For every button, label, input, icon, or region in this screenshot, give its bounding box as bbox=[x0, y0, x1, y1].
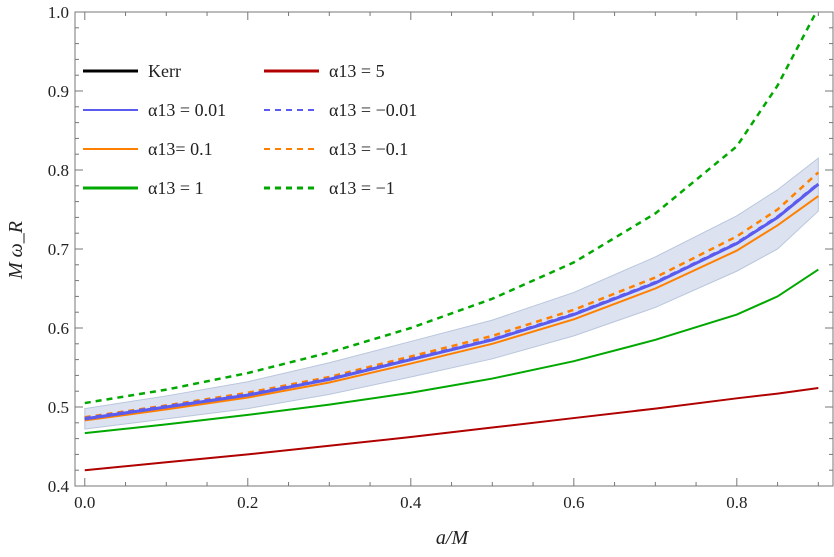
confidence-band bbox=[84, 157, 819, 430]
y-tick-label: 0.5 bbox=[48, 398, 69, 417]
y-tick-label: 0.9 bbox=[48, 82, 69, 101]
legend-label-0: Kerr bbox=[148, 61, 181, 81]
x-tick-label: 0.2 bbox=[237, 493, 258, 512]
x-tick-label: 0.0 bbox=[74, 493, 95, 512]
y-tick-label: 0.7 bbox=[48, 240, 70, 259]
series-line-5 bbox=[84, 182, 820, 420]
y-tick-label: 1.0 bbox=[48, 3, 69, 22]
x-tick-label: 0.6 bbox=[563, 493, 584, 512]
legend-label-7: α13 = −1 bbox=[329, 178, 395, 198]
legend-label-5: α13 = −0.01 bbox=[329, 100, 417, 120]
series-line-2 bbox=[84, 195, 819, 422]
y-tick-label: 0.8 bbox=[48, 161, 69, 180]
series-line-3 bbox=[84, 268, 819, 435]
axis-ticks: 0.0 0.2 0.4 0.6 0.8 0.4 0.5 0.6 0.7 0.8 0.9 1.0 bbox=[48, 3, 833, 512]
legend-label-6: α13 = −0.1 bbox=[329, 139, 408, 159]
legend: Kerr α13 = 0.01 α13= 0.1 α13 = 1 α13 = 5 α13 … bbox=[83, 61, 417, 198]
y-tick-label: 0.6 bbox=[48, 319, 69, 338]
x-tick-label: 0.8 bbox=[726, 493, 747, 512]
y-axis-label: M ω_R bbox=[5, 221, 27, 280]
x-tick-label: 0.4 bbox=[400, 493, 422, 512]
series-lines bbox=[84, 12, 820, 472]
band-area bbox=[84, 157, 819, 430]
legend-label-2: α13= 0.1 bbox=[148, 139, 213, 159]
x-axis-label: a/M bbox=[436, 527, 470, 549]
y-tick-label: 0.4 bbox=[48, 477, 70, 496]
legend-label-3: α13 = 1 bbox=[148, 178, 204, 198]
legend-label-4: α13 = 5 bbox=[329, 61, 385, 81]
series-line-7 bbox=[84, 12, 818, 405]
series-line-6 bbox=[84, 171, 820, 419]
legend-label-1: α13 = 0.01 bbox=[148, 100, 226, 120]
series-line-4 bbox=[84, 387, 819, 472]
